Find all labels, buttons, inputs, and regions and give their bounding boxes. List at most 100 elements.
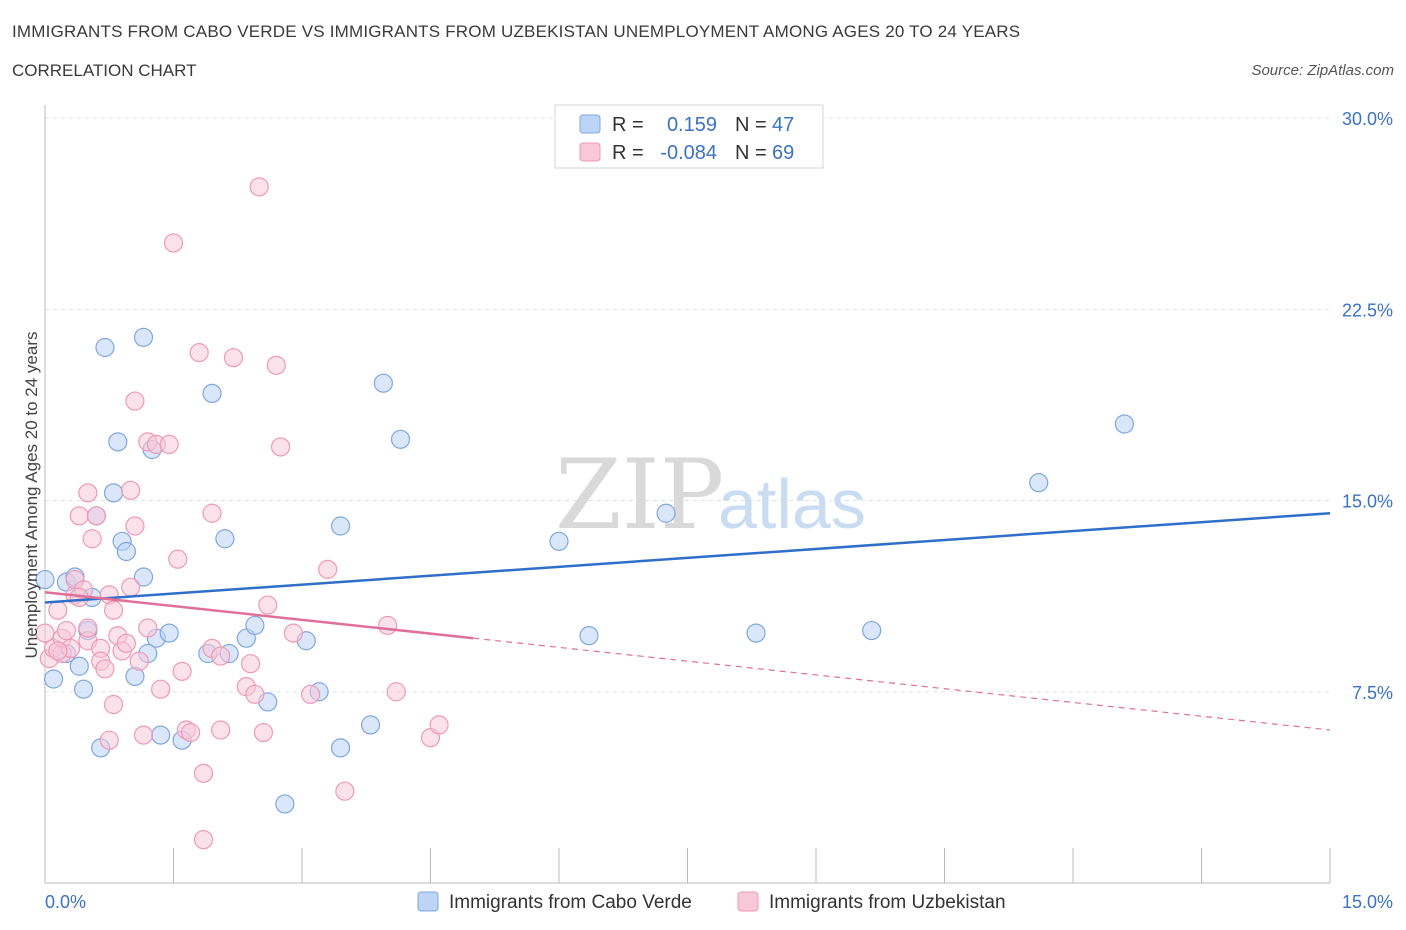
y-tick-label: 30.0% xyxy=(1342,109,1393,129)
bottom-legend-label-cabo-verde: Immigrants from Cabo Verde xyxy=(449,892,692,913)
data-point-uzbekistan xyxy=(258,595,278,615)
chart-title: IMMIGRANTS FROM CABO VERDE VS IMMIGRANTS… xyxy=(12,22,1021,41)
data-point-uzbekistan xyxy=(159,434,179,454)
data-point-uzbekistan xyxy=(48,641,68,661)
data-point-uzbekistan xyxy=(429,715,449,735)
y-tick-label: 7.5% xyxy=(1352,683,1393,703)
data-point-cabo-verde xyxy=(133,327,154,347)
legend-n-value-2: 69 xyxy=(772,142,794,164)
data-point-cabo-verde xyxy=(746,623,766,643)
series-uzbekistan-points xyxy=(35,177,449,850)
data-point-uzbekistan xyxy=(78,483,98,503)
trend-line-uzbekistan xyxy=(44,591,474,640)
data-point-uzbekistan xyxy=(121,577,141,597)
trend-line-cabo-verde xyxy=(44,512,1331,604)
x-tick-label: 0.0% xyxy=(45,892,86,912)
data-point-uzbekistan xyxy=(211,720,231,740)
data-point-uzbekistan xyxy=(300,684,321,704)
data-point-uzbekistan xyxy=(189,343,209,363)
data-point-uzbekistan xyxy=(378,615,398,636)
data-point-uzbekistan xyxy=(82,529,102,549)
legend-r-label-2: R = xyxy=(612,142,644,164)
data-point-cabo-verde xyxy=(69,656,89,676)
legend-n-value-1: 47 xyxy=(772,114,794,136)
data-point-uzbekistan xyxy=(95,659,115,679)
data-point-cabo-verde xyxy=(862,620,882,641)
trend-line-dashed-uzbekistan xyxy=(473,637,1331,731)
data-point-cabo-verde xyxy=(360,715,381,735)
data-point-uzbekistan xyxy=(116,633,136,653)
data-point-cabo-verde xyxy=(151,725,171,745)
data-point-uzbekistan xyxy=(125,391,145,411)
data-point-cabo-verde xyxy=(1029,473,1049,493)
data-point-uzbekistan xyxy=(245,684,265,704)
data-point-cabo-verde xyxy=(108,432,128,452)
data-point-cabo-verde xyxy=(373,373,393,393)
legend-n-label-2: N = xyxy=(735,142,767,164)
data-point-cabo-verde xyxy=(35,569,55,590)
y-tick-label: 22.5% xyxy=(1342,300,1393,320)
y-axis-label: Unemployment Among Ages 20 to 24 years xyxy=(22,332,41,659)
x-tick-label: 15.0% xyxy=(1342,892,1393,912)
grid-layer xyxy=(45,117,1330,693)
bottom-legend-swatch-cabo-verde xyxy=(417,891,439,912)
data-point-uzbekistan xyxy=(138,618,158,638)
series-legend: Immigrants from Cabo Verde Immigrants fr… xyxy=(417,891,1006,913)
legend-n-label-1: N = xyxy=(735,114,767,136)
data-point-cabo-verde xyxy=(579,626,599,646)
data-point-uzbekistan xyxy=(253,722,274,743)
data-point-cabo-verde xyxy=(390,429,411,449)
data-point-cabo-verde xyxy=(245,615,265,636)
data-point-cabo-verde xyxy=(116,541,136,562)
data-point-cabo-verde xyxy=(95,337,115,358)
data-point-uzbekistan xyxy=(151,679,171,699)
data-point-cabo-verde xyxy=(1114,414,1135,434)
bottom-legend-swatch-uzbekistan xyxy=(737,891,759,912)
data-point-uzbekistan xyxy=(283,623,304,643)
data-point-uzbekistan xyxy=(129,651,149,671)
trend-layer xyxy=(44,512,1331,731)
data-point-uzbekistan xyxy=(318,559,338,579)
data-point-uzbekistan xyxy=(202,503,222,523)
ticks-layer: 7.5% 15.0% 22.5% 30.0% 0.0% 15.0% xyxy=(45,109,1393,912)
data-point-cabo-verde xyxy=(549,531,569,551)
axis-layer xyxy=(44,105,1331,884)
data-point-uzbekistan xyxy=(193,830,214,850)
data-point-uzbekistan xyxy=(103,694,124,715)
legend-r-label-1: R = xyxy=(612,114,644,136)
data-point-uzbekistan xyxy=(163,233,184,253)
data-point-uzbekistan xyxy=(193,763,214,783)
series-cabo-verde-points xyxy=(35,327,1135,814)
y-tick-label: 15.0% xyxy=(1342,492,1393,512)
data-point-uzbekistan xyxy=(78,618,98,638)
data-point-uzbekistan xyxy=(133,725,154,745)
data-point-cabo-verde xyxy=(133,567,154,587)
watermark-zip: ZIP xyxy=(555,439,724,551)
data-point-uzbekistan xyxy=(223,348,244,368)
data-point-uzbekistan xyxy=(270,437,291,457)
data-point-cabo-verde xyxy=(215,529,235,549)
legend-r-value-1: 0.159 xyxy=(667,114,717,136)
legend-swatch-uzbekistan xyxy=(579,142,601,162)
legend-r-value-2: -0.084 xyxy=(660,142,717,164)
data-point-uzbekistan xyxy=(125,516,145,536)
data-point-uzbekistan xyxy=(241,654,261,674)
data-point-cabo-verde xyxy=(73,679,94,699)
data-point-uzbekistan xyxy=(211,646,231,666)
data-point-cabo-verde xyxy=(202,383,222,403)
data-point-uzbekistan xyxy=(181,722,201,743)
data-point-uzbekistan xyxy=(335,781,355,801)
data-point-uzbekistan xyxy=(99,730,119,750)
data-point-uzbekistan xyxy=(86,506,107,526)
source-label: Source: ZipAtlas.com xyxy=(1251,62,1394,79)
data-point-uzbekistan xyxy=(266,355,286,375)
data-point-cabo-verde xyxy=(275,794,295,814)
data-point-uzbekistan xyxy=(249,177,269,197)
data-point-uzbekistan xyxy=(168,549,188,569)
data-point-uzbekistan xyxy=(172,661,192,681)
data-point-cabo-verde xyxy=(103,483,124,503)
data-point-uzbekistan xyxy=(69,506,89,526)
watermark-atlas: atlas xyxy=(718,465,866,543)
data-point-uzbekistan xyxy=(386,682,406,702)
